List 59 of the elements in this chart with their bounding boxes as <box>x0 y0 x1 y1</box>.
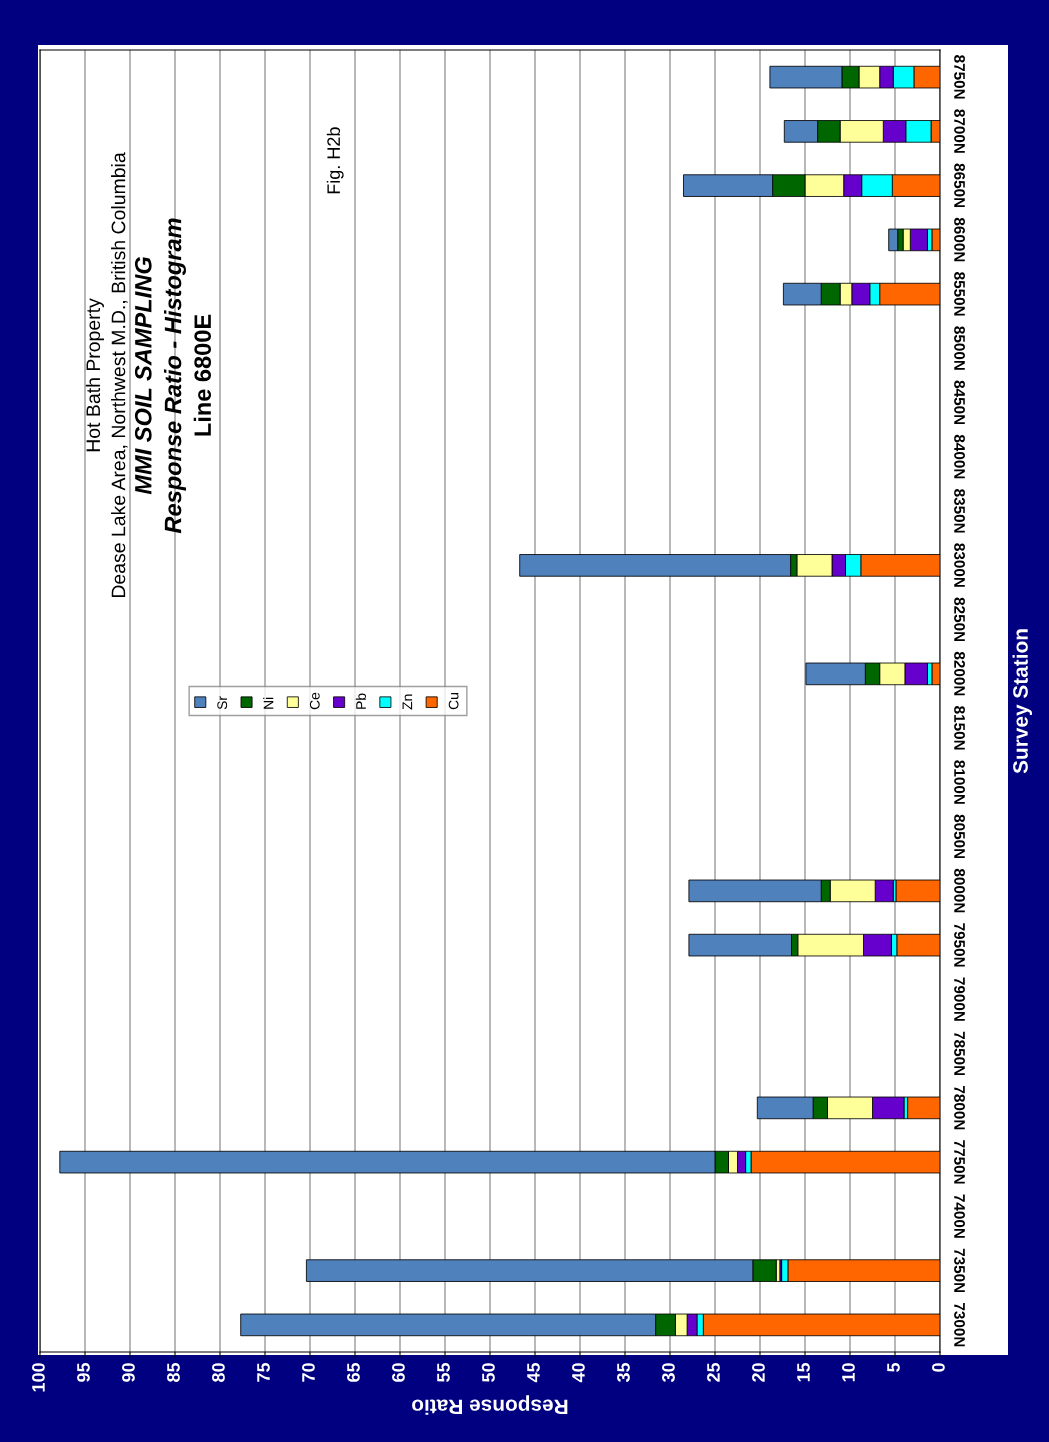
y-tick-label: 8050N <box>954 814 965 859</box>
y-tick-label: 8500N <box>954 326 965 370</box>
x-tick-label: 70 <box>302 1363 315 1382</box>
x-tick-label: 10 <box>842 1363 855 1382</box>
x-tick-label: 75 <box>257 1362 270 1382</box>
y-tick-label: 8450N <box>954 380 965 425</box>
legend-label: Pb <box>355 693 366 709</box>
x-tick-label: 20 <box>752 1363 765 1382</box>
x-tick-label: 5 <box>887 1362 900 1372</box>
x-tick-label: 85 <box>167 1362 180 1382</box>
y-tick-label: 7800N <box>954 1086 965 1130</box>
y-tick-label: 8200N <box>954 651 965 696</box>
annotation: Line 6800E <box>193 314 212 436</box>
x-tick-label: 35 <box>617 1362 630 1383</box>
y-tick-label: 7900N <box>954 977 965 1021</box>
y-tick-label: 7850N <box>954 1031 965 1076</box>
annotation: Fig. H2b <box>326 127 344 194</box>
y-axis-title: Survey Station <box>1012 629 1032 774</box>
y-tick-label: 8100N <box>954 760 965 804</box>
x-tick-label: 45 <box>527 1362 540 1383</box>
x-tick-label: 50 <box>482 1363 495 1382</box>
y-tick-label: 8000N <box>954 868 965 913</box>
legend-label: Ce <box>309 692 320 710</box>
y-tick-label: 7350N <box>954 1248 965 1293</box>
x-axis-title: Response Ratio <box>412 1395 568 1415</box>
y-tick-label: 8550N <box>954 272 965 316</box>
y-tick-label: 8650N <box>954 163 965 208</box>
y-tick-label: 8400N <box>954 434 965 479</box>
x-tick-label: 90 <box>122 1363 135 1382</box>
x-tick-label: 60 <box>392 1363 405 1382</box>
x-tick-label: 65 <box>347 1362 360 1382</box>
y-tick-label: 7950N <box>954 923 965 967</box>
x-tick-label: 40 <box>572 1363 585 1383</box>
y-tick-label: 8350N <box>954 489 965 533</box>
x-tick-label: 25 <box>707 1362 720 1382</box>
legend-label: Ni <box>263 697 274 709</box>
text: Dease Lake Area, Northwest M.D., British Columbia <box>111 152 128 598</box>
x-tick-label: 0 <box>932 1363 945 1372</box>
x-tick-label: 95 <box>77 1362 90 1382</box>
x-tick-label: 30 <box>662 1363 675 1383</box>
y-tick-label: 7300N <box>954 1303 965 1347</box>
y-tick-label: 8300N <box>954 543 965 587</box>
legend-label: Cu <box>448 693 459 710</box>
y-tick-label: 7750N <box>954 1140 965 1184</box>
x-tick-label: 55 <box>437 1362 450 1382</box>
text: Hot Bath Property <box>85 298 104 452</box>
x-tick-label: 80 <box>212 1363 225 1382</box>
legend-label: Zn <box>402 694 413 710</box>
annotation: MMI SOIL SAMPLING <box>134 257 152 495</box>
y-tick-label: 8750N <box>954 55 965 99</box>
x-tick-label: 15 <box>797 1362 810 1382</box>
y-tick-label: 7400N <box>954 1194 965 1238</box>
y-tick-label: 8250N <box>954 597 965 642</box>
annotation: Response Ratio - Histogram <box>163 218 186 534</box>
y-tick-label: 8600N <box>954 217 965 262</box>
x-tick-label: 100 <box>32 1363 45 1392</box>
y-tick-label: 8700N <box>954 109 965 153</box>
legend-label: Sr <box>217 696 228 710</box>
y-tick-label: 8150N <box>954 706 965 750</box>
